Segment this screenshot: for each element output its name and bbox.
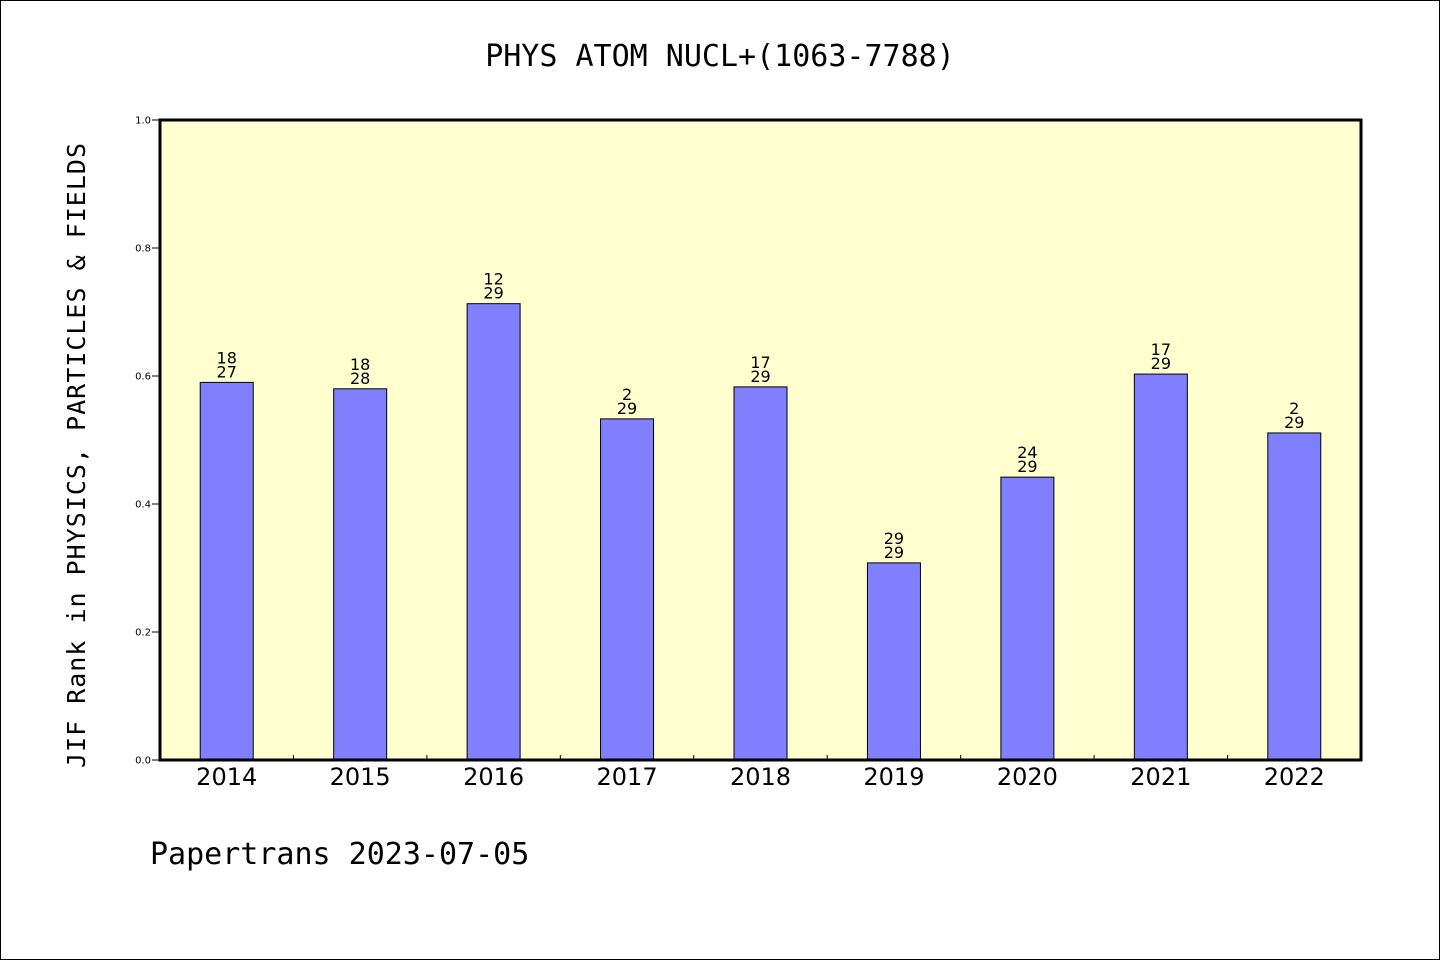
data-label-total-2018: 29 — [750, 367, 770, 386]
data-label-total-2016: 29 — [483, 284, 503, 303]
y-tick-label: 0.2 — [135, 628, 151, 639]
data-label-rank-2022: 2 — [1289, 399, 1299, 418]
x-tick-label-2015: 2015 — [330, 763, 391, 791]
y-tick-label: 1.0 — [135, 116, 151, 127]
x-tick-label-2020: 2020 — [997, 763, 1058, 791]
data-label-total-2020: 29 — [1017, 457, 1037, 476]
x-tick-label-2021: 2021 — [1130, 763, 1191, 791]
bar-2014 — [199, 381, 254, 761]
x-tick-label-2017: 2017 — [597, 763, 658, 791]
data-label-rank-2021: 17 — [1151, 340, 1171, 359]
bar-2021 — [1133, 373, 1188, 761]
data-label-rank-2015: 18 — [350, 355, 370, 374]
bar-2015 — [333, 388, 388, 761]
data-label-rank-2020: 24 — [1017, 443, 1037, 462]
footer-text: Papertrans 2023-07-05 — [150, 837, 529, 872]
y-tick-label: 0.8 — [135, 244, 151, 255]
axis-ticks: 2014 2015 2016 2017 2018 2019 2020 2021 2022 0.0 0… — [135, 116, 1325, 792]
data-label-total-2015: 28 — [350, 369, 370, 388]
y-tick-label: 0.6 — [135, 372, 151, 383]
data-label-total-2014: 27 — [217, 362, 237, 381]
x-tick-label-2019: 2019 — [863, 763, 924, 791]
x-tick-label-2018: 2018 — [730, 763, 791, 791]
data-label-total-2017: 29 — [617, 399, 637, 418]
bar-2019 — [866, 562, 921, 761]
x-tick-label-2022: 2022 — [1264, 763, 1325, 791]
bar-2016 — [466, 303, 521, 761]
chart-title: PHYS ATOM NUCL+(1063-7788) — [485, 39, 955, 74]
x-tick-label-2016: 2016 — [463, 763, 524, 791]
data-label-rank-2019: 29 — [884, 529, 904, 548]
data-label-total-2022: 29 — [1284, 413, 1304, 432]
y-tick-label: 0.0 — [135, 756, 151, 767]
bar-2020 — [1000, 476, 1055, 761]
data-label-total-2021: 29 — [1151, 354, 1171, 373]
plot-border — [158, 118, 1363, 762]
x-tick-label-2014: 2014 — [196, 763, 257, 791]
data-label-rank-2017: 2 — [622, 385, 632, 404]
data-label-rank-2016: 12 — [483, 270, 503, 289]
y-tick-label: 0.4 — [135, 500, 151, 511]
bar-2017 — [600, 418, 655, 761]
y-axis-label: JIF Rank in PHYSICS, PARTICLES & FIELDS — [62, 142, 91, 768]
data-label-total-2019: 29 — [884, 543, 904, 562]
data-label-rank-2014: 18 — [217, 348, 237, 367]
bar-2018 — [733, 386, 788, 761]
bar-2022 — [1267, 432, 1322, 761]
data-label-rank-2018: 17 — [750, 353, 770, 372]
